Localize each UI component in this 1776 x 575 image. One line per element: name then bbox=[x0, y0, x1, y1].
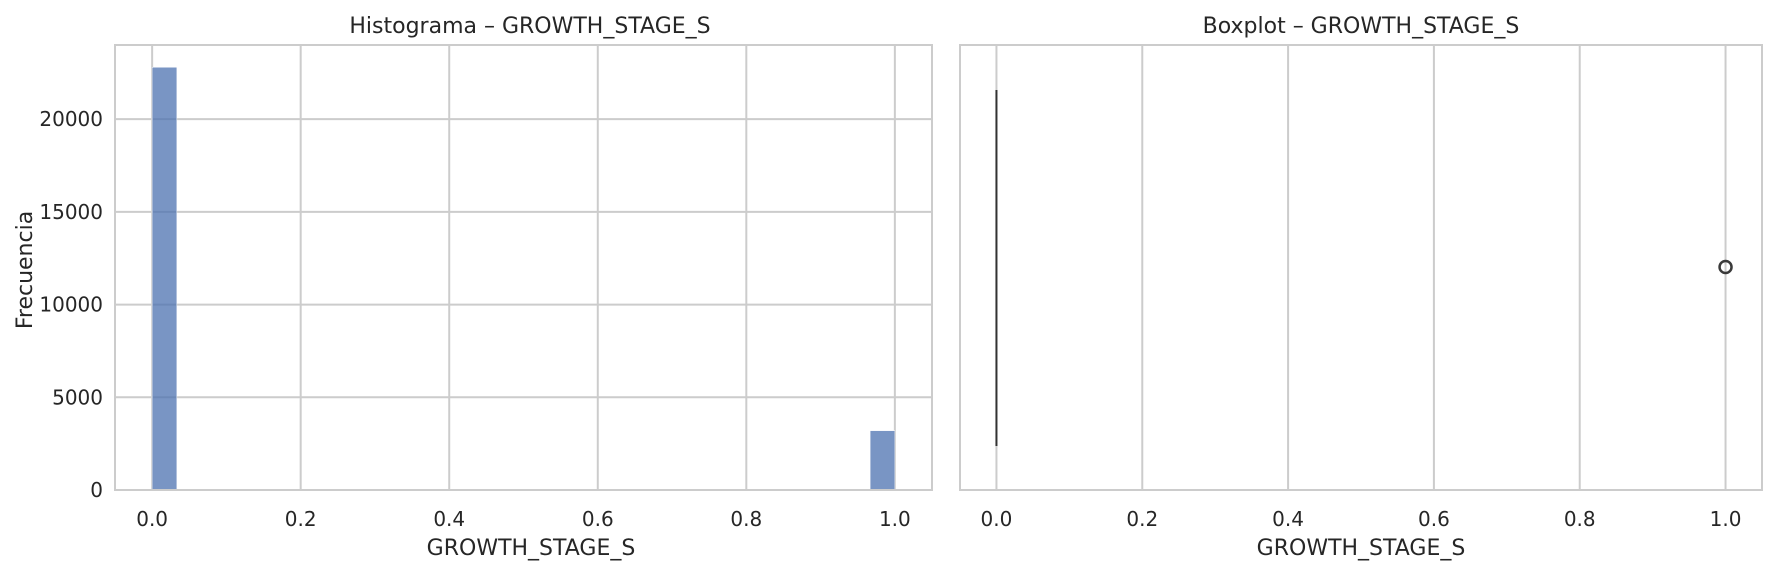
boxplot-chart: Boxplot – GROWTH_STAGE_S 0.0 0.2 0.4 0.6 0.8… bbox=[959, 14, 1763, 561]
histogram-x-axis-label: GROWTH_STAGE_S bbox=[427, 536, 636, 561]
histogram-y-tick-label: 15000 bbox=[39, 200, 103, 224]
histogram-chart: Histograma – GROWTH_STAGE_S 0.0 0.2 0.4 0.6… bbox=[13, 14, 933, 561]
histogram-y-tick-label: 0 bbox=[90, 478, 103, 502]
histogram-bar bbox=[869, 430, 896, 491]
histogram-x-tick-label: 1.0 bbox=[879, 507, 911, 531]
boxplot-outlier bbox=[1718, 259, 1733, 275]
histogram-y-tick-label: 20000 bbox=[39, 107, 103, 131]
histogram-bar bbox=[151, 67, 178, 491]
histogram-x-tick-label: 0.4 bbox=[433, 507, 465, 531]
histogram-frame bbox=[114, 44, 933, 491]
histogram-x-ticks: 0.0 0.2 0.4 0.6 0.8 1.0 bbox=[136, 507, 911, 531]
histogram-grid bbox=[115, 45, 932, 491]
histogram-y-ticks: 0 5000 10000 15000 20000 bbox=[39, 107, 103, 502]
histogram-x-tick-label: 0.0 bbox=[136, 507, 168, 531]
boxplot-title: Boxplot – GROWTH_STAGE_S bbox=[1203, 14, 1520, 39]
boxplot-x-tick-label: 0.4 bbox=[1272, 507, 1304, 531]
boxplot-marks bbox=[995, 90, 1733, 446]
boxplot-x-axis-label: GROWTH_STAGE_S bbox=[1257, 536, 1466, 561]
boxplot-x-tick-label: 0.6 bbox=[1418, 507, 1450, 531]
boxplot-x-tick-label: 0.8 bbox=[1564, 507, 1596, 531]
histogram-title: Histograma – GROWTH_STAGE_S bbox=[349, 14, 710, 39]
boxplot-x-tick-label: 0.0 bbox=[981, 507, 1013, 531]
boxplot-frame bbox=[959, 44, 1763, 491]
histogram-y-tick-label: 5000 bbox=[52, 385, 103, 409]
histogram-x-tick-label: 0.8 bbox=[730, 507, 762, 531]
histogram-bars bbox=[151, 67, 896, 491]
histogram-y-axis-label: Frecuencia bbox=[13, 211, 38, 329]
boxplot-x-tick-label: 0.2 bbox=[1126, 507, 1158, 531]
histogram-x-tick-label: 0.2 bbox=[285, 507, 317, 531]
boxplot-grid bbox=[995, 45, 1727, 490]
boxplot-x-tick-label: 1.0 bbox=[1710, 507, 1742, 531]
histogram-y-tick-label: 10000 bbox=[39, 293, 103, 317]
boxplot-x-ticks: 0.0 0.2 0.4 0.6 0.8 1.0 bbox=[981, 507, 1742, 531]
histogram-x-tick-label: 0.6 bbox=[582, 507, 614, 531]
